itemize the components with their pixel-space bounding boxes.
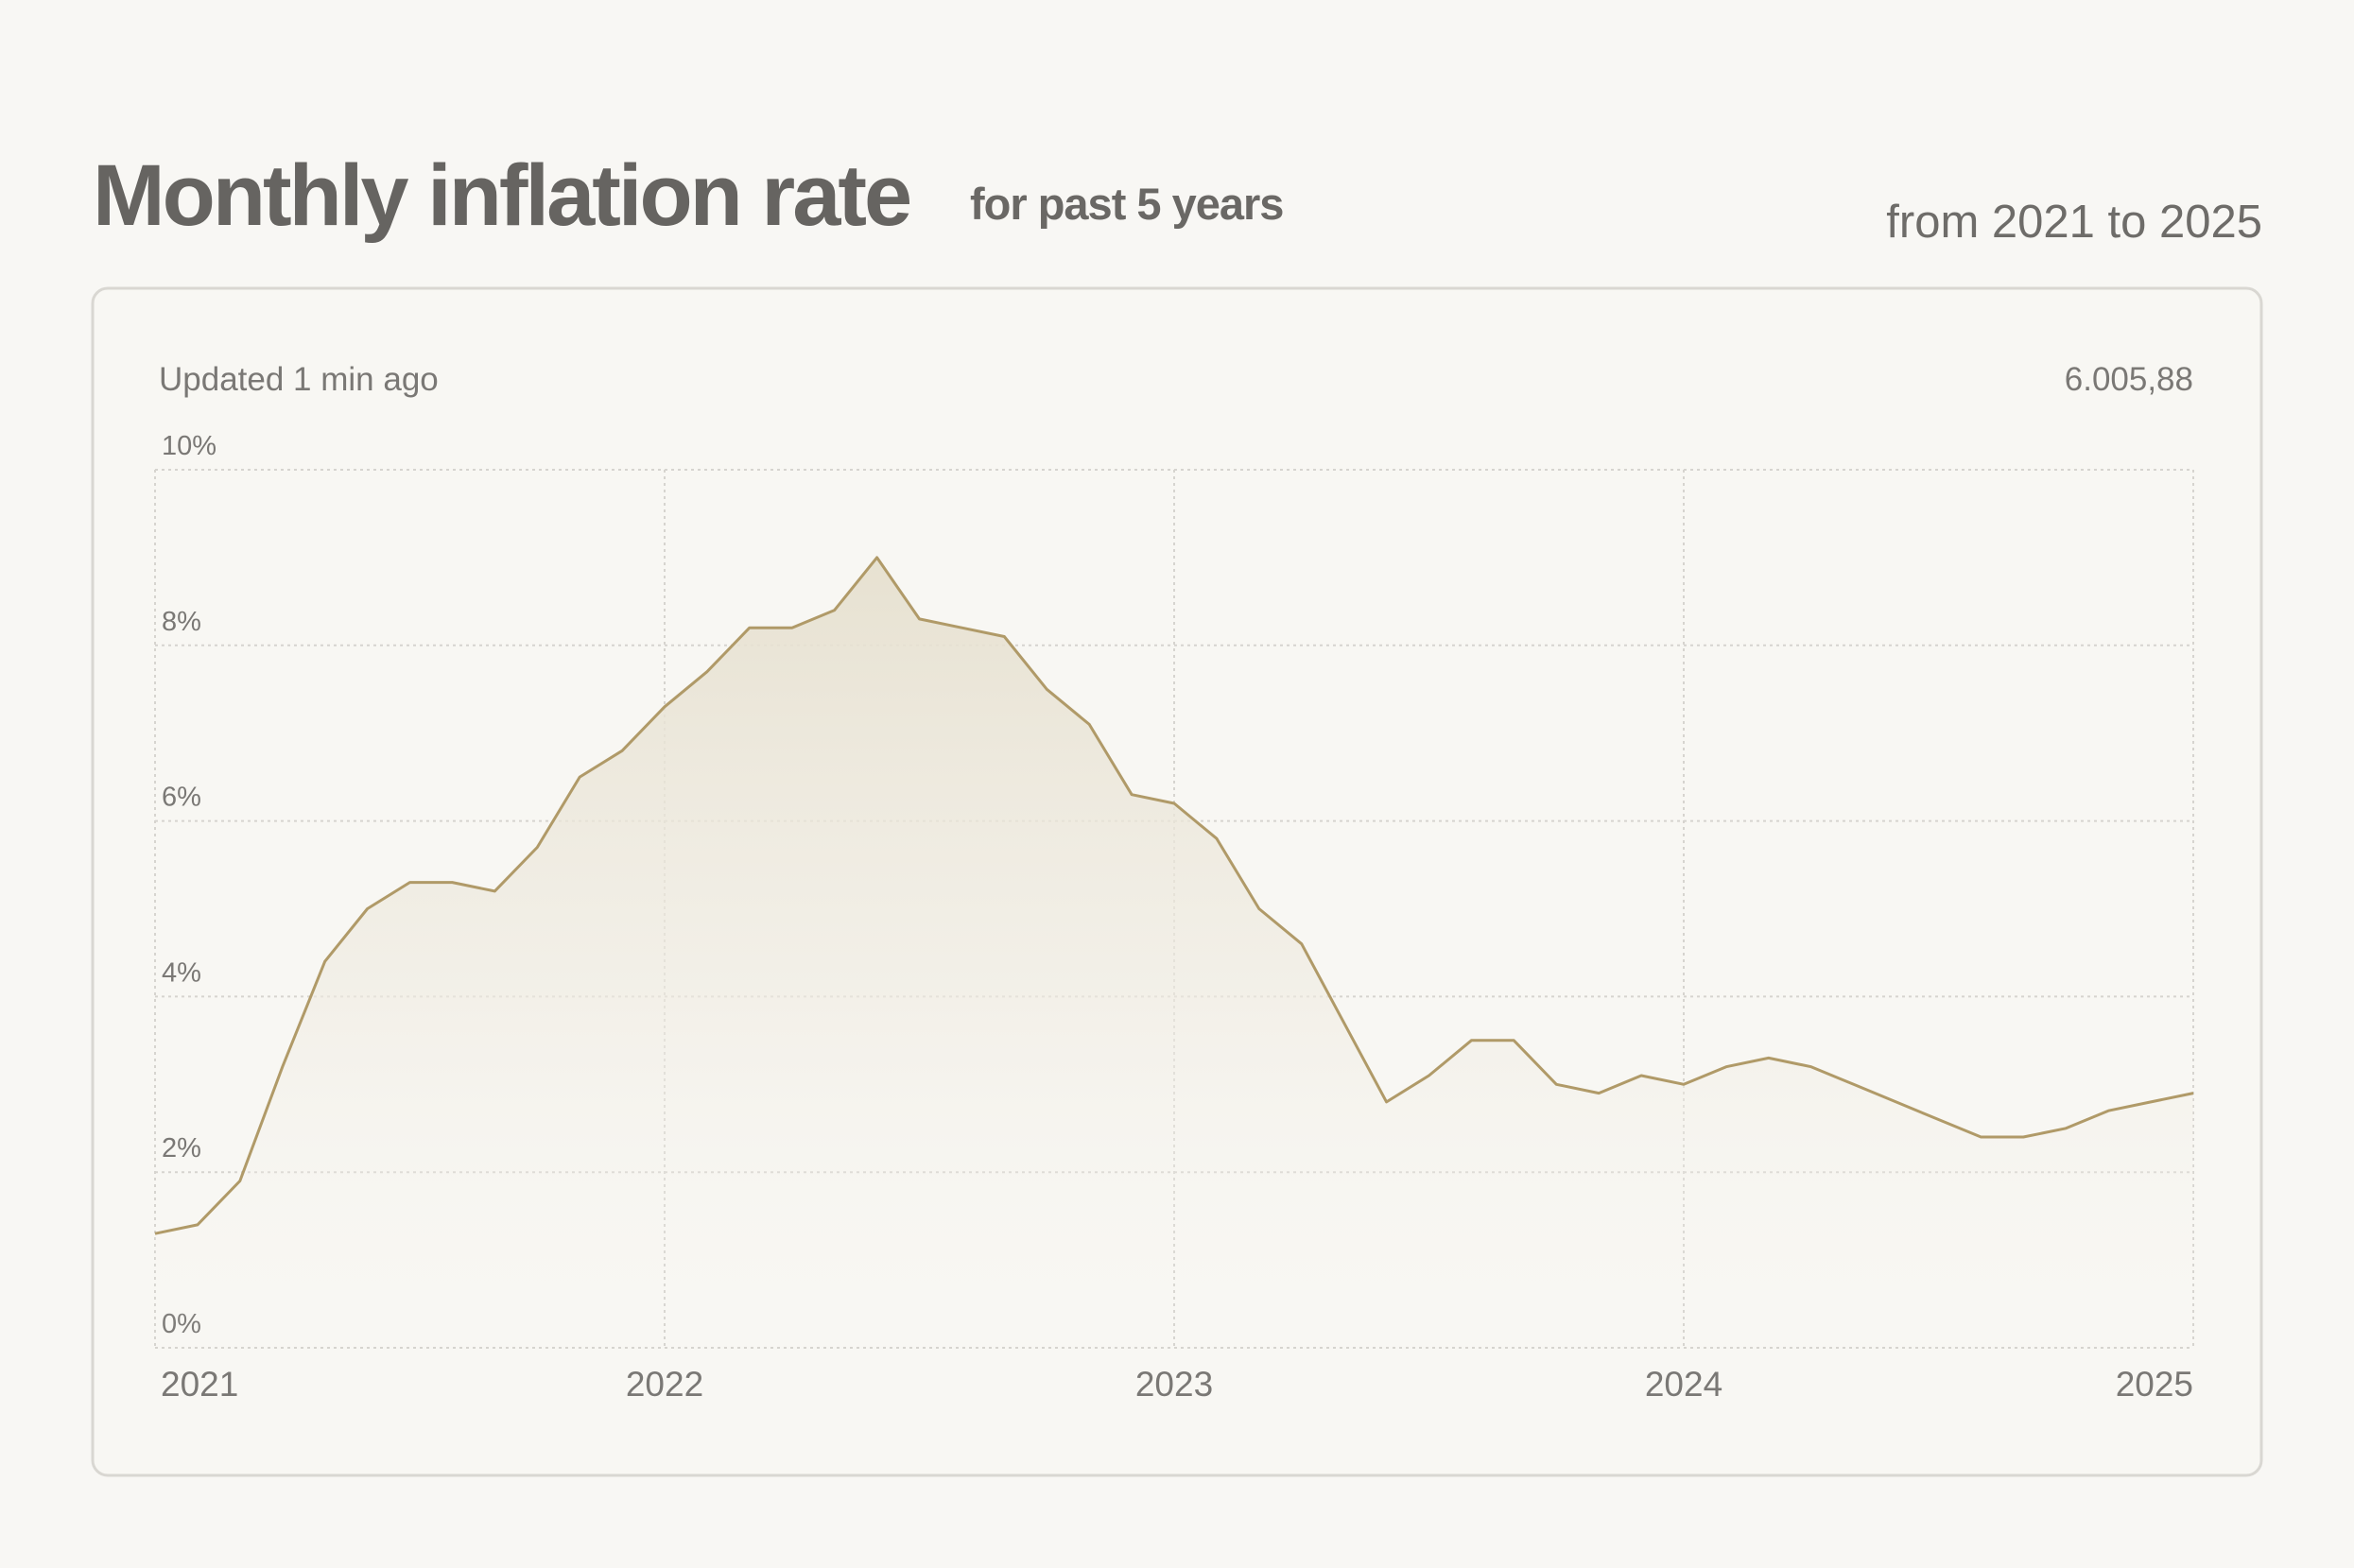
y-tick-label: 6% bbox=[162, 783, 201, 813]
x-tick-label: 2024 bbox=[1645, 1365, 1722, 1404]
x-tick-label: 2022 bbox=[626, 1365, 703, 1404]
y-tick-label: 8% bbox=[162, 607, 201, 637]
y-tick-label: 10% bbox=[162, 431, 216, 461]
x-tick-label: 2021 bbox=[161, 1365, 238, 1404]
headline-value: 6.005,88 bbox=[2065, 361, 2193, 398]
line bbox=[154, 556, 2194, 1235]
y-tick-label: 2% bbox=[162, 1133, 201, 1163]
chart-title: Monthly inflation rate bbox=[93, 147, 910, 244]
date-range: from 2021 to 2025 bbox=[1886, 197, 2262, 248]
y-tick-label: 4% bbox=[162, 957, 201, 988]
x-tick-label: 2025 bbox=[2116, 1365, 2193, 1404]
chart-subtitle: for past 5 years bbox=[970, 179, 1283, 229]
x-tick-label: 2023 bbox=[1135, 1365, 1213, 1404]
area-fill bbox=[155, 557, 2193, 1348]
updated-label: Updated 1 min ago bbox=[159, 361, 439, 398]
